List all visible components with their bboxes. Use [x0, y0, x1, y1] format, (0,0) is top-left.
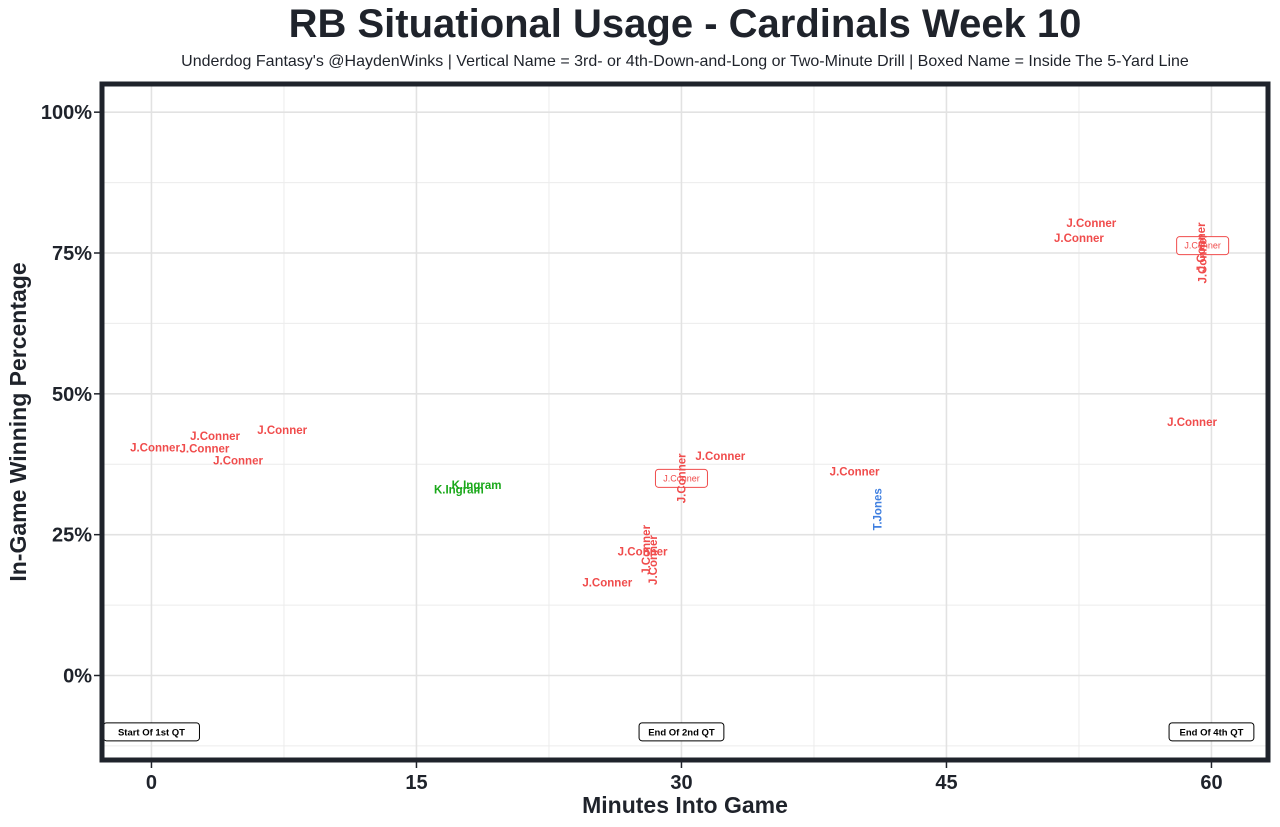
point-label-j-conner: J.Conner [180, 443, 230, 455]
x-tick-label: 60 [1200, 772, 1222, 794]
point-label-j-conner: J.Conner [1054, 233, 1104, 245]
point-label-j-conner: J.Conner [618, 547, 668, 559]
point-label-j-conner: J.Conner [190, 431, 240, 443]
point-label-j-conner: J.Conner [1167, 417, 1217, 429]
plot-panel-border [99, 81, 1271, 763]
svg-text:End Of 2nd QT: End Of 2nd QT [648, 727, 715, 738]
y-axis-title: In-Game Winning Percentage [5, 262, 31, 581]
boxed-point-label-j-conner: J.Conner [1176, 236, 1230, 256]
y-tick-label: 25% [52, 525, 92, 547]
x-axis-title: Minutes Into Game [582, 792, 788, 818]
vertical-point-label-j-conner: J.Conner [1198, 233, 1210, 283]
svg-text:End Of 4th QT: End Of 4th QT [1180, 727, 1244, 738]
point-label-j-conner: J.Conner [1066, 218, 1116, 230]
axis-ticks: 0 15 30 45 60 0% 25% 50% 75% 100% [41, 102, 1223, 794]
quarter-annotation: End Of 2nd QT [638, 722, 725, 742]
svg-text:J.Conner: J.Conner [663, 473, 700, 483]
vertical-point-label-t-jones: T.Jones [873, 488, 885, 530]
y-tick-label: 75% [52, 243, 92, 265]
point-label-j-conner: J.Conner [830, 467, 880, 479]
grid-lines [102, 84, 1268, 760]
chart-title: RB Situational Usage - Cardinals Week 10 [288, 2, 1082, 46]
x-tick-label: 0 [146, 772, 157, 794]
x-tick-label: 30 [670, 772, 692, 794]
chart-subtitle: Underdog Fantasy's @HaydenWinks | Vertic… [181, 53, 1189, 70]
point-label-k-ingram: K.Ingram [434, 485, 484, 497]
y-tick-label: 50% [52, 384, 92, 406]
x-tick-label: 15 [405, 772, 427, 794]
boxed-point-label-j-conner: J.Conner [654, 468, 708, 488]
svg-text:J.Conner: J.Conner [1184, 241, 1221, 251]
point-label-k-ingram: K.Ingram [452, 480, 502, 492]
vertical-point-label-j-conner: J.Conner [648, 535, 660, 585]
x-tick-label: 45 [935, 772, 957, 794]
quarter-annotations: Start Of 1st QT End Of 2nd QT End Of 4th Q… [102, 722, 1255, 742]
point-label-j-conner: J.Conner [582, 578, 632, 590]
point-label-j-conner: J.Conner [130, 442, 180, 454]
point-label-j-conner: J.Conner [695, 451, 745, 463]
vertical-point-label-j-conner: J.Conner [641, 524, 653, 574]
vertical-point-label-j-conner: J.Conner [676, 453, 688, 503]
y-tick-label: 0% [63, 666, 92, 688]
quarter-annotation: Start Of 1st QT [102, 722, 200, 742]
point-label-j-conner: J.Conner [213, 455, 263, 467]
point-label-j-conner: J.Conner [257, 425, 307, 437]
point-labels: J.ConnerJ.ConnerJ.ConnerJ.ConnerJ.Conner… [130, 218, 1230, 590]
vertical-point-label-j-conner: J.Conner [1196, 222, 1208, 272]
svg-text:Start Of 1st QT: Start Of 1st QT [118, 727, 185, 738]
quarter-annotation: End Of 4th QT [1168, 722, 1255, 742]
y-tick-label: 100% [41, 102, 92, 124]
